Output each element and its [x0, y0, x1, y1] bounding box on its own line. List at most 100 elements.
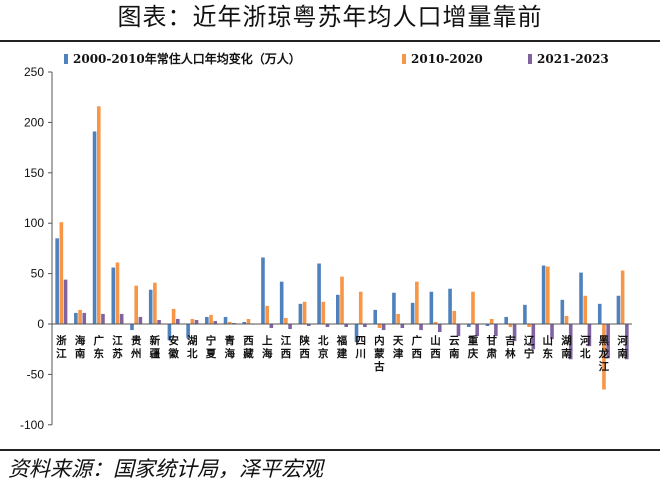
bar-s1-29 [579, 272, 583, 324]
bar-s2-25 [508, 324, 513, 328]
category-label: 湖北 [187, 334, 198, 360]
bar-s1-27 [541, 265, 546, 324]
bar-s3-31 [625, 324, 629, 360]
category-label: 吉林 [505, 334, 516, 360]
category-label: 西藏 [243, 335, 254, 360]
legend-label-3: 2021-2023 [537, 52, 609, 66]
category-label: 山西 [430, 334, 441, 360]
bar-s2-16 [340, 276, 344, 324]
category-label: 海南 [75, 334, 86, 360]
bar-s2-9 [209, 314, 213, 324]
bar-s3-24 [494, 324, 498, 337]
bar-s1-3 [92, 131, 97, 324]
legend-swatch-2 [402, 54, 406, 64]
bar-s2-1 [59, 222, 64, 324]
bar-s2-8 [190, 318, 195, 324]
bar-s3-5 [138, 316, 143, 324]
bar-s3-22 [456, 324, 461, 337]
bar-s2-27 [546, 266, 550, 324]
bar-s3-28 [568, 324, 573, 360]
bar-s3-14 [306, 324, 311, 327]
bar-s2-19 [396, 313, 400, 324]
bar-s3-8 [194, 319, 199, 324]
y-tick-label: 250 [24, 65, 44, 79]
bar-s2-15 [321, 301, 326, 324]
bar-s3-1 [63, 279, 68, 324]
bar-chart: -100 -50 0 50 100 150 200 250 浙江海南广东江苏贵州新疆安徽湖北宁… [20, 51, 632, 432]
bar-s2-23 [471, 291, 475, 324]
category-labels-layer: 浙江海南广东江苏贵州新疆安徽湖北宁夏青海西藏上海江西陕西北京福建四川内蒙古天津广… [56, 334, 628, 373]
source-rule [0, 449, 660, 451]
bar-s2-6 [153, 282, 157, 324]
bar-s3-17 [363, 324, 367, 328]
bar-s1-1 [55, 238, 59, 324]
y-tick-label: 100 [24, 216, 44, 230]
bar-s1-18 [373, 309, 378, 324]
bar-s2-18 [377, 324, 382, 329]
bar-s3-20 [419, 324, 423, 331]
category-label: 山东 [543, 334, 554, 360]
legend-label-2: 2010-2020 [411, 52, 483, 66]
bar-s1-21 [429, 291, 434, 324]
bar-s1-4 [111, 267, 116, 324]
legend-swatch-1 [64, 54, 68, 64]
bar-s3-26 [531, 324, 536, 350]
bar-s3-30 [606, 324, 610, 359]
bar-s3-2 [82, 312, 87, 324]
bar-s1-15 [317, 263, 321, 324]
bar-s2-12 [265, 305, 269, 324]
bar-s3-4 [119, 313, 124, 324]
bar-s3-6 [157, 319, 161, 324]
bar-s3-9 [213, 320, 218, 324]
category-label: 辽宁 [524, 335, 535, 360]
bar-s2-30 [602, 324, 606, 390]
category-label: 福建 [336, 334, 348, 360]
bar-s3-29 [587, 324, 592, 347]
bar-s1-13 [279, 281, 284, 324]
bar-s3-19 [400, 324, 405, 329]
category-label: 云南 [449, 335, 460, 360]
bar-s2-14 [302, 301, 307, 324]
category-label: 江西 [281, 334, 292, 360]
bar-s1-9 [205, 316, 209, 324]
bar-s1-7 [167, 324, 172, 341]
y-tick-label: 0 [37, 317, 44, 331]
bar-s2-28 [564, 315, 569, 324]
category-label: 广西 [412, 334, 423, 360]
bar-s1-12 [261, 257, 265, 324]
legend-label-1: 2000-2010年常住人口年均变化（万人） [73, 51, 301, 66]
bar-s2-5 [134, 285, 138, 324]
axes-layer: -100 -50 0 50 100 150 200 250 [20, 65, 632, 432]
bar-s3-13 [288, 324, 292, 330]
category-label: 天津 [393, 335, 404, 360]
bar-s2-21 [433, 321, 438, 324]
bar-s2-10 [227, 321, 232, 324]
bar-s2-26 [527, 324, 531, 328]
bar-s3-23 [475, 324, 479, 337]
category-label: 安徽 [167, 334, 179, 360]
y-tick-label: -100 [20, 418, 44, 432]
category-label: 青海 [224, 334, 235, 360]
bar-s2-2 [78, 309, 82, 324]
bar-s1-5 [130, 324, 134, 331]
bar-s1-14 [298, 303, 303, 324]
bar-s1-20 [410, 302, 415, 324]
bar-s2-4 [115, 262, 120, 324]
category-label: 内蒙古 [374, 334, 385, 373]
bar-s2-20 [415, 281, 419, 324]
category-label: 浙江 [56, 334, 67, 360]
bar-s2-22 [452, 310, 457, 324]
category-label: 甘肃 [486, 334, 497, 360]
bar-s2-7 [171, 308, 176, 324]
y-tick-label: -50 [27, 367, 45, 381]
category-label: 陕西 [299, 334, 310, 360]
bar-s2-24 [489, 318, 494, 324]
category-label: 重庆 [467, 334, 479, 360]
y-tick-label: 200 [24, 115, 44, 129]
category-label: 宁夏 [205, 334, 217, 360]
bar-s3-25 [512, 324, 517, 342]
source-note: 资料来源：国家统计局，泽平宏观 [8, 457, 323, 481]
bar-s2-29 [583, 295, 588, 324]
bar-s1-23 [466, 324, 471, 328]
bar-s3-12 [269, 324, 274, 329]
